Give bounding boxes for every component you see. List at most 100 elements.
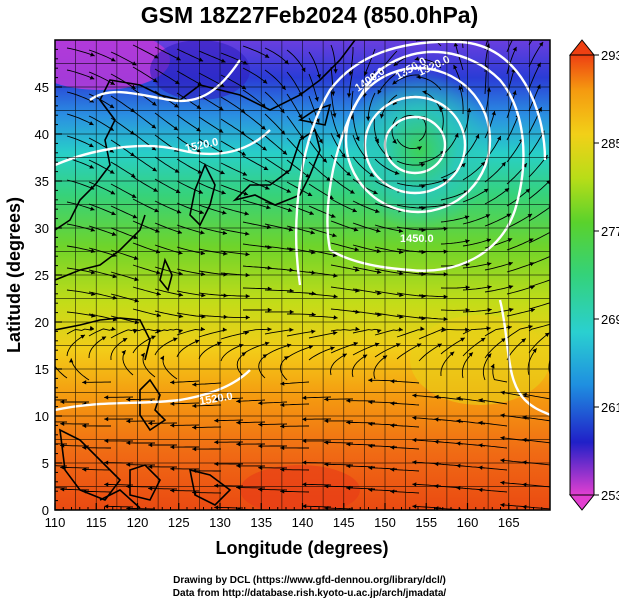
streamline-arrowhead [192, 425, 197, 430]
streamline [522, 506, 550, 510]
streamline-arrowhead [390, 423, 395, 428]
streamline [551, 158, 571, 179]
streamline [192, 382, 222, 386]
streamline-arrowhead [178, 314, 184, 319]
streamline-arrowhead [308, 345, 313, 350]
streamline-arrowhead [223, 251, 228, 256]
streamline [154, 288, 184, 296]
streamline [302, 483, 332, 486]
streamline-arrowhead [422, 90, 427, 95]
streamline [264, 69, 286, 91]
streamline [258, 423, 288, 426]
streamline-arrowhead [398, 228, 403, 233]
streamline [198, 116, 224, 133]
streamline [198, 160, 225, 175]
streamline [258, 354, 268, 379]
x-tick-label: 115 [86, 515, 107, 530]
streamline [286, 93, 303, 119]
streamline-arrowhead [152, 167, 157, 172]
streamline-arrowhead [242, 171, 247, 176]
streamline-arrowhead [500, 435, 505, 441]
streamline [60, 488, 90, 491]
streamline [396, 328, 425, 338]
streamline [453, 64, 464, 93]
streamline [176, 136, 202, 154]
streamline [522, 393, 550, 400]
streamline [286, 71, 303, 97]
streamline [396, 182, 426, 187]
streamline-arrowhead [236, 420, 241, 425]
streamline [220, 344, 244, 362]
streamline-arrowhead [368, 421, 373, 427]
streamline [390, 468, 420, 472]
streamline [440, 240, 470, 245]
streamline-arrowhead [302, 482, 307, 487]
streamline-arrowhead [89, 75, 95, 80]
streamline [461, 352, 474, 379]
streamline-arrowhead [449, 351, 455, 356]
streamline [286, 115, 305, 140]
streamline-arrowhead [289, 309, 294, 315]
streamline-arrowhead [512, 90, 517, 95]
streamline [324, 442, 354, 444]
streamline [66, 47, 95, 57]
streamline [176, 339, 200, 358]
streamline-arrowhead [266, 205, 271, 210]
streamline [280, 490, 310, 493]
streamline [88, 71, 116, 86]
streamline-arrowhead [456, 485, 461, 491]
streamline-arrowhead [222, 210, 227, 215]
streamline-arrowhead [38, 441, 42, 445]
streamline-arrowhead [216, 341, 222, 346]
streamline [154, 112, 179, 131]
streamline-arrowhead [491, 111, 496, 116]
streamline-arrowhead [522, 460, 527, 465]
streamline [264, 344, 292, 357]
streamline [374, 290, 404, 296]
streamline [414, 58, 442, 69]
streamline [220, 294, 250, 297]
streamline [396, 248, 426, 253]
streamline [264, 245, 294, 251]
streamline [330, 308, 360, 313]
streamline [418, 294, 448, 298]
streamline [330, 132, 346, 158]
contour-label: 1450.0 [400, 233, 434, 245]
streamline [170, 380, 200, 383]
streamline-arrowhead [148, 421, 153, 426]
streamline-arrowhead [525, 188, 530, 193]
streamline [66, 328, 95, 335]
streamline [88, 269, 118, 278]
streamline-arrowhead [365, 116, 371, 121]
streamline [280, 513, 309, 514]
streamline-arrowhead [324, 397, 329, 402]
streamline-arrowhead [368, 399, 373, 405]
y-tick-label: 5 [42, 456, 49, 471]
credits-line-drawing: Drawing by DCL (https://www.gfd-dennou.o… [173, 575, 446, 586]
streamline [308, 161, 331, 182]
streamline-arrowhead [453, 42, 458, 47]
streamline [352, 244, 382, 253]
streamline [528, 256, 550, 266]
streamline-arrowhead [154, 54, 159, 59]
streamline [110, 328, 138, 339]
streamline-arrowhead [417, 146, 422, 151]
streamline-arrowhead [154, 208, 159, 213]
streamline-arrowhead [539, 42, 544, 47]
streamline-arrowhead [80, 334, 85, 339]
y-tick-label: 35 [35, 174, 49, 189]
streamline [308, 73, 319, 102]
streamline-arrowhead [156, 291, 161, 296]
streamline-arrowhead [170, 444, 175, 450]
streamline [110, 51, 137, 66]
streamline [110, 337, 128, 361]
streamline [374, 158, 400, 175]
streamline-arrowhead [286, 188, 291, 193]
x-tick-label: 130 [209, 515, 231, 530]
streamline-arrowhead [110, 190, 116, 195]
streamline-arrowhead [196, 104, 201, 109]
colorbar-tick-label: 277 [601, 224, 619, 239]
streamline-arrowhead [101, 336, 107, 341]
streamline-arrowhead [152, 78, 158, 83]
streamline-arrowhead [243, 191, 249, 196]
